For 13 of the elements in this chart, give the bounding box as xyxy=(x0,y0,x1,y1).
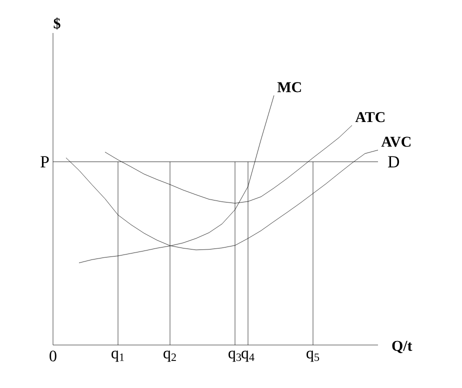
series-label: AVC xyxy=(381,136,411,147)
x-tick-label: 0 xyxy=(50,350,56,362)
x-tick-label: q$_{5}$ xyxy=(306,350,320,362)
series-label: MC xyxy=(277,82,301,92)
x-tick-label: q$_{1}$ xyxy=(112,350,124,362)
y-axis-title: $ xyxy=(54,18,60,30)
series-label: ATC xyxy=(355,112,384,122)
x-tick-label: q$_{2}$ xyxy=(164,350,176,362)
ref-line-label: D xyxy=(388,156,400,168)
x-tick-label: q$_{3}$ xyxy=(228,350,242,362)
x-axis-title: Q/t xyxy=(392,340,412,354)
text: P xyxy=(40,156,49,168)
x-tick-label: q$_{4}$ xyxy=(242,350,254,362)
